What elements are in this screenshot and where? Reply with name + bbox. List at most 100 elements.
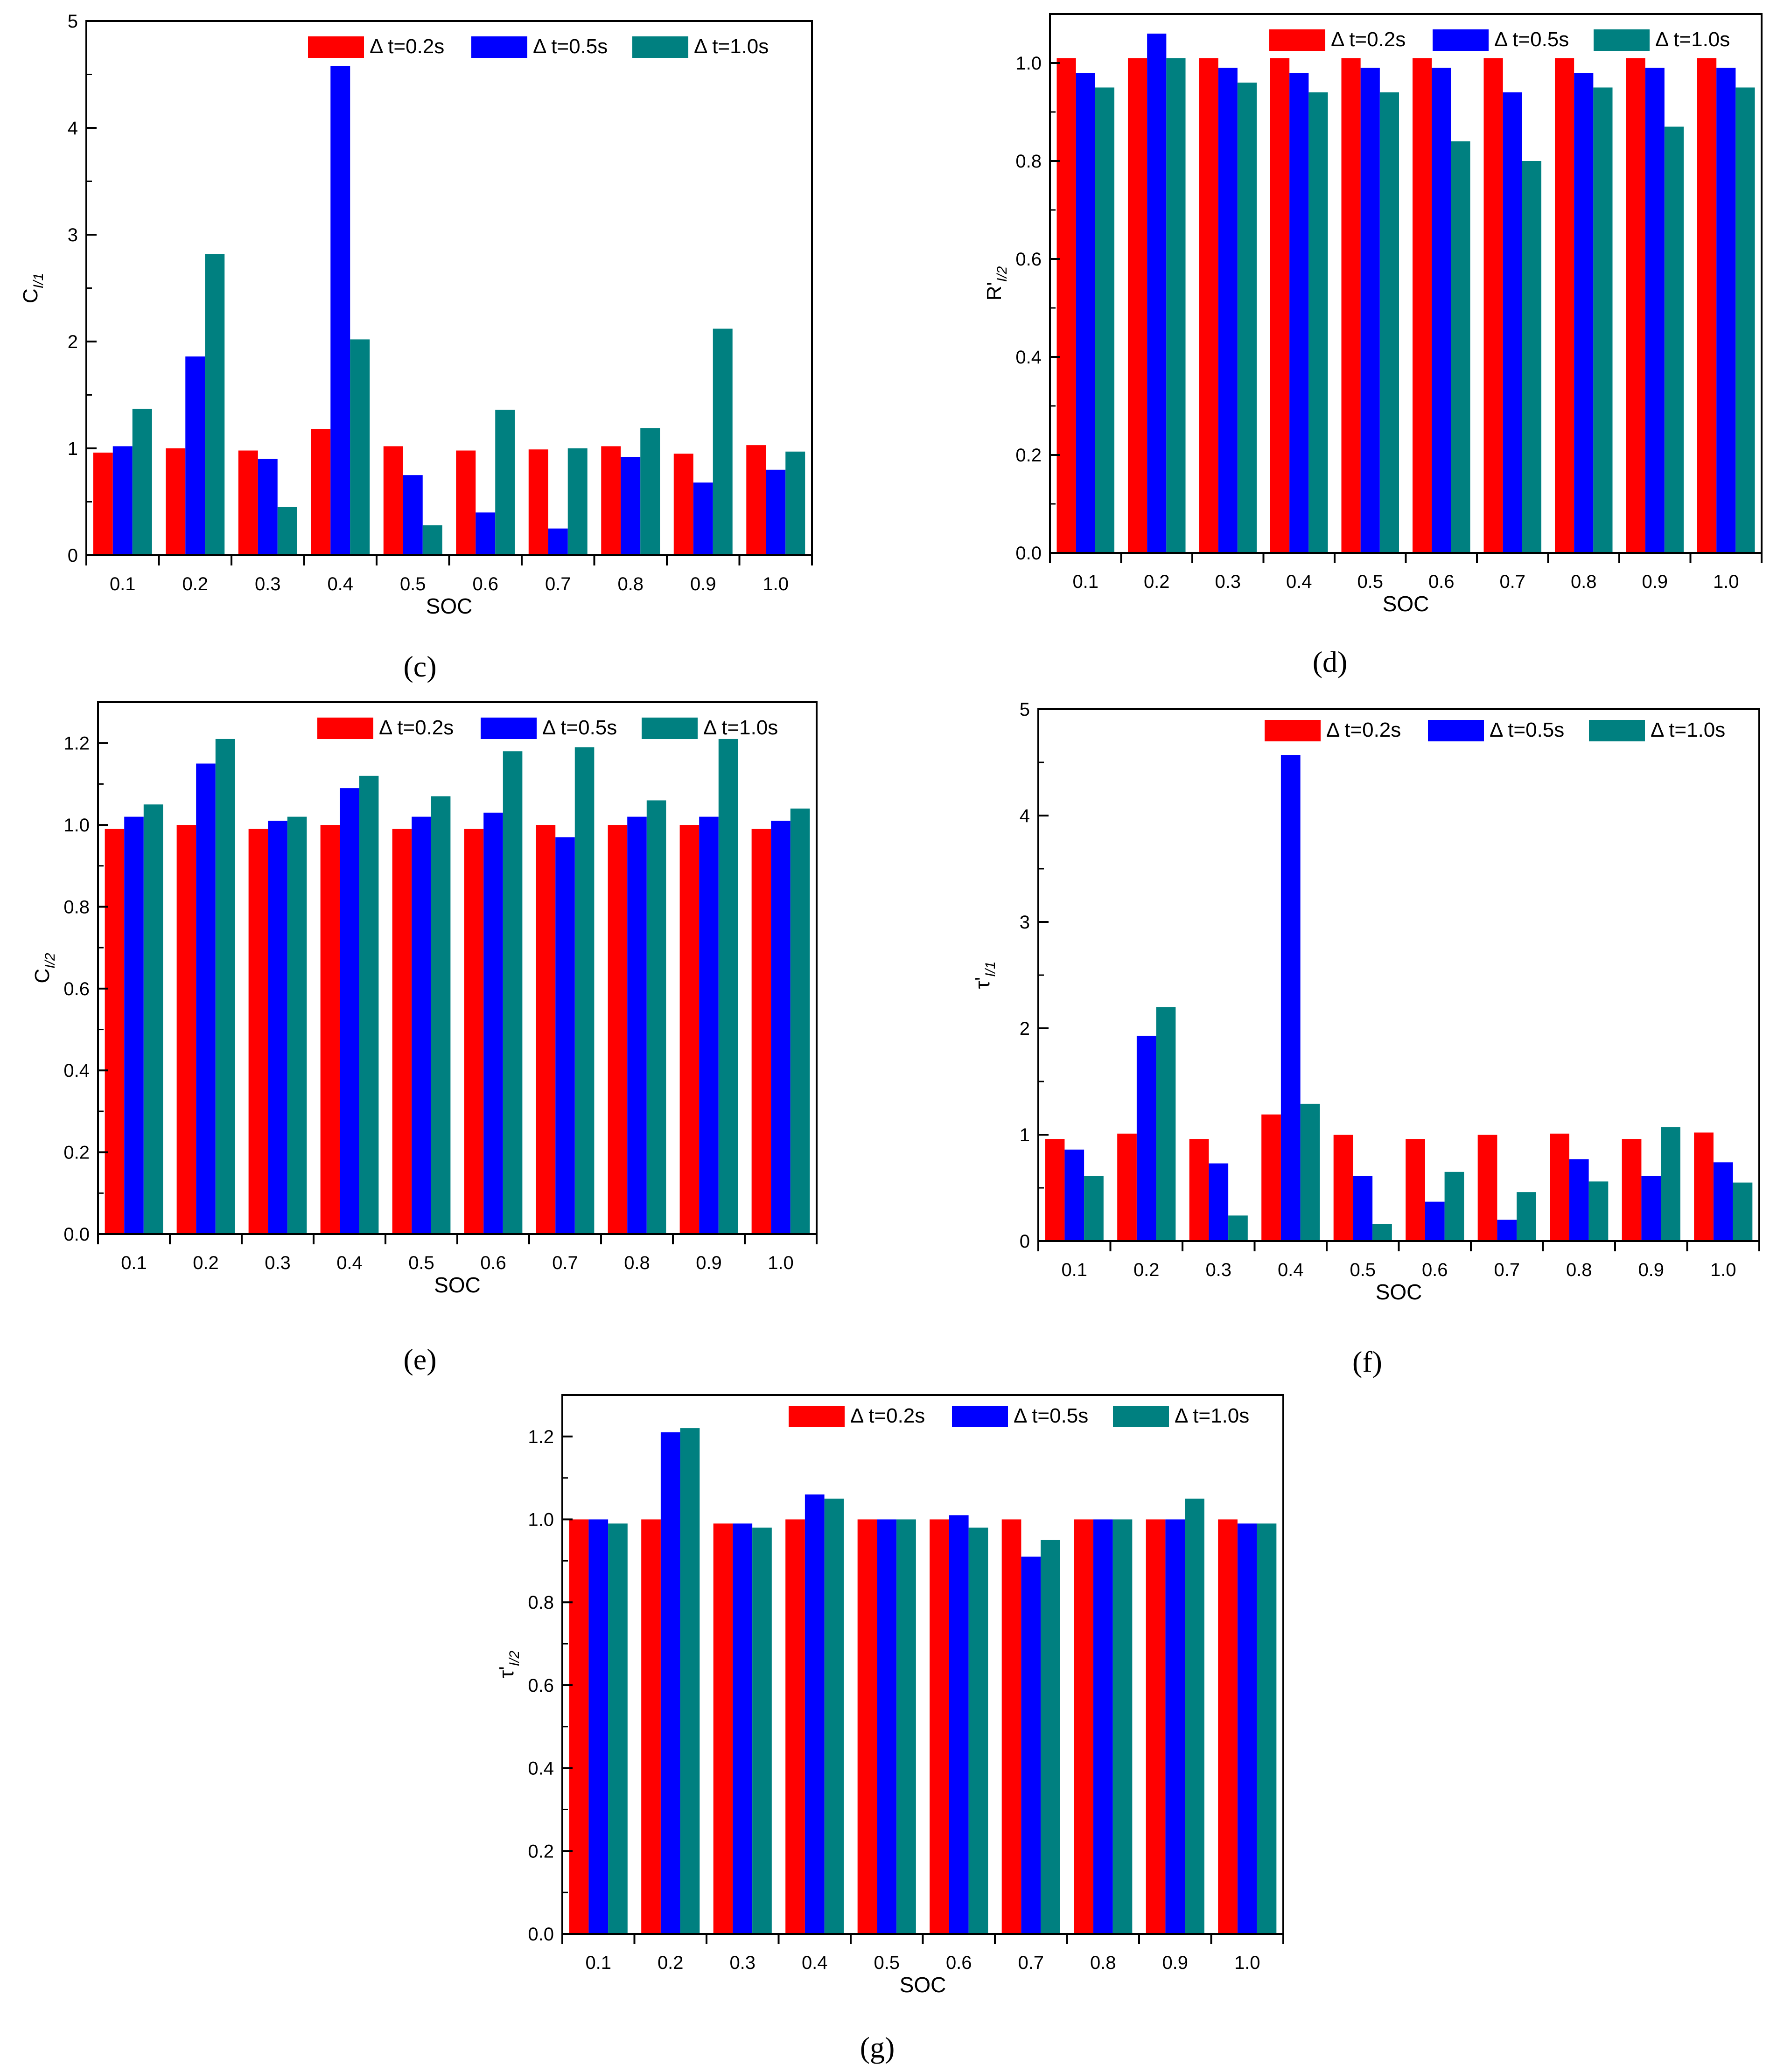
bar xyxy=(1574,73,1594,553)
bar xyxy=(660,1432,680,1934)
x-axis-title: SOC xyxy=(434,1273,481,1297)
bar xyxy=(495,410,515,555)
y-axis-title: CI/1 xyxy=(19,273,46,303)
bar xyxy=(1694,1132,1714,1241)
bar xyxy=(536,825,556,1234)
x-tick-label: 0.1 xyxy=(585,1953,611,1973)
y-tick-label: 0.6 xyxy=(63,979,90,999)
bar xyxy=(857,1519,877,1934)
bar xyxy=(483,812,503,1234)
legend-swatch xyxy=(471,36,527,58)
bar xyxy=(1645,68,1665,553)
bar xyxy=(640,428,660,555)
x-axis-title: SOC xyxy=(1376,1280,1422,1304)
bar xyxy=(1257,1523,1277,1934)
bar xyxy=(1735,87,1755,553)
panel-label: (g) xyxy=(860,2031,895,2064)
y-tick-label: 0.0 xyxy=(1015,543,1042,564)
bar xyxy=(608,825,628,1234)
legend-swatch xyxy=(481,718,537,739)
y-tick-label: 4 xyxy=(68,118,78,139)
y-axis-title: R'I/2 xyxy=(983,266,1010,300)
bar xyxy=(464,829,484,1234)
bar xyxy=(930,1519,949,1934)
y-axis-title-main: τ' xyxy=(495,1666,518,1678)
x-tick-label: 0.2 xyxy=(1144,572,1170,592)
y-tick-label: 0.8 xyxy=(63,897,90,917)
bar xyxy=(1064,1149,1084,1241)
bar xyxy=(1733,1182,1753,1241)
bar xyxy=(1146,1519,1166,1934)
x-tick-label: 0.7 xyxy=(545,574,571,594)
y-tick-label: 0.4 xyxy=(63,1060,90,1081)
bar xyxy=(1341,58,1361,553)
bar xyxy=(105,829,125,1234)
x-tick-label: 0.8 xyxy=(1571,572,1597,592)
bar xyxy=(431,796,451,1234)
bar xyxy=(1165,1519,1185,1934)
bar xyxy=(1554,58,1574,553)
legend-label: Δ t=0.2s xyxy=(1326,719,1401,741)
bar xyxy=(718,739,738,1234)
bar xyxy=(238,450,258,555)
bar xyxy=(877,1519,897,1934)
x-tick-label: 0.1 xyxy=(1072,572,1098,592)
bar xyxy=(383,446,403,555)
bar xyxy=(1289,73,1309,553)
bar xyxy=(1117,1133,1137,1241)
y-tick-label: 1 xyxy=(68,439,78,459)
bar xyxy=(1432,68,1451,553)
bar xyxy=(359,775,379,1234)
bar xyxy=(751,829,771,1234)
bar xyxy=(555,837,575,1234)
y-axis-title-sub: I/2 xyxy=(42,953,58,969)
bar xyxy=(287,816,307,1234)
x-tick-label: 0.9 xyxy=(690,574,716,594)
bar xyxy=(412,816,431,1234)
legend-swatch xyxy=(952,1406,1008,1427)
x-tick-label: 1.0 xyxy=(1234,1953,1260,1973)
y-tick-label: 4 xyxy=(1020,806,1030,826)
y-axis-title-sub: I/2 xyxy=(994,266,1010,282)
x-tick-label: 0.6 xyxy=(472,574,498,594)
bar xyxy=(785,451,805,555)
bar xyxy=(1360,68,1380,553)
x-tick-label: 0.1 xyxy=(1061,1260,1087,1280)
bar xyxy=(196,763,216,1234)
bar xyxy=(528,449,548,555)
bar xyxy=(1074,1519,1093,1934)
bar xyxy=(1127,58,1147,553)
bar xyxy=(1716,68,1736,553)
x-tick-label: 0.8 xyxy=(1566,1260,1592,1280)
x-axis-title: SOC xyxy=(426,594,473,618)
bar xyxy=(1218,1519,1238,1934)
legend-label: Δ t=0.5s xyxy=(1014,1404,1088,1427)
y-axis-title: τ'I/2 xyxy=(495,1651,522,1678)
bar xyxy=(1406,1139,1425,1241)
y-tick-label: 0.2 xyxy=(528,1841,554,1862)
bar xyxy=(112,446,133,555)
x-tick-label: 0.6 xyxy=(946,1953,972,1973)
x-tick-label: 0.8 xyxy=(1090,1953,1116,1973)
bar xyxy=(1084,1176,1104,1241)
bar xyxy=(1300,1103,1320,1241)
bar xyxy=(1483,58,1503,553)
x-tick-label: 0.5 xyxy=(1357,572,1383,592)
bar xyxy=(746,445,766,555)
bar xyxy=(621,457,641,555)
bar xyxy=(456,450,476,555)
legend-label: Δ t=1.0s xyxy=(703,716,778,739)
x-tick-label: 0.5 xyxy=(400,574,426,594)
legend-label: Δ t=0.5s xyxy=(533,35,608,58)
bar xyxy=(93,453,113,555)
legend-swatch xyxy=(1265,720,1321,741)
bar xyxy=(476,512,496,555)
y-axis-title-sub: I/1 xyxy=(31,273,46,288)
bar xyxy=(1593,87,1613,553)
legend-label: Δ t=0.5s xyxy=(1490,719,1564,741)
bar xyxy=(1185,1499,1204,1934)
x-tick-label: 0.3 xyxy=(255,574,281,594)
bar xyxy=(1045,1139,1065,1241)
y-axis-title-sub: I/1 xyxy=(983,961,998,977)
bar xyxy=(949,1515,969,1934)
